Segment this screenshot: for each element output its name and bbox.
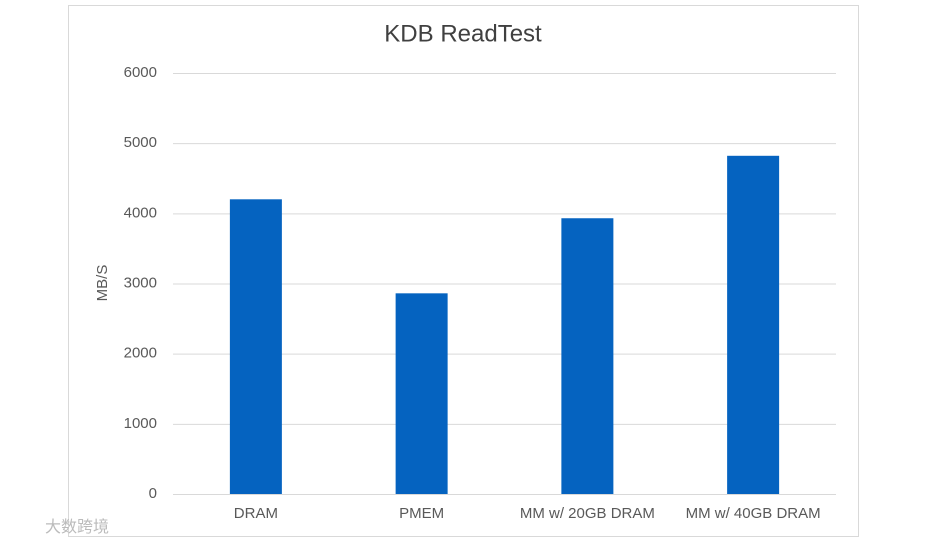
bar bbox=[395, 293, 448, 494]
bar bbox=[727, 155, 780, 494]
x-tick-label: PMEM bbox=[399, 505, 444, 522]
y-tick-label: 0 bbox=[149, 485, 157, 502]
chart-title: KDB ReadTest bbox=[384, 20, 542, 47]
x-tick-label: MM w/ 40GB DRAM bbox=[686, 505, 821, 522]
chart-frame bbox=[68, 5, 859, 537]
y-tick-label: 2000 bbox=[124, 345, 157, 362]
bar bbox=[561, 218, 614, 494]
bar bbox=[229, 199, 282, 495]
y-axis-label: MB/S bbox=[94, 265, 111, 302]
y-tick-label: 3000 bbox=[124, 274, 157, 291]
y-tick-label: 5000 bbox=[124, 134, 157, 151]
y-tick-label: 1000 bbox=[124, 415, 157, 432]
y-tick-label: 6000 bbox=[124, 64, 157, 81]
x-tick-label: MM w/ 20GB DRAM bbox=[520, 505, 655, 522]
watermark: 大数跨境 bbox=[45, 517, 109, 536]
x-tick-label: DRAM bbox=[234, 505, 278, 522]
y-tick-label: 4000 bbox=[124, 204, 157, 221]
